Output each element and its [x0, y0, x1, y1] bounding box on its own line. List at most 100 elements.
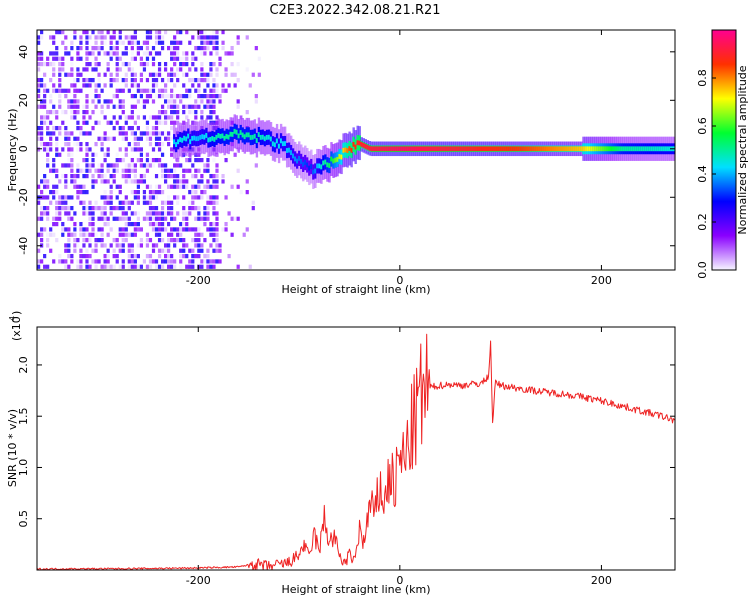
- spectrogram-noise-cell: [64, 35, 68, 40]
- spectrogram-noise-cell: [206, 104, 210, 109]
- colorbar-tick-label: 0.6: [696, 117, 709, 135]
- spectrogram-noise-cell: [206, 94, 210, 99]
- spectrogram-ridge-core: [195, 136, 198, 142]
- spectrogram-noise-cell: [79, 184, 83, 189]
- spectrogram-noise-cell: [176, 46, 180, 51]
- spectrogram-ridge-core: [251, 134, 255, 140]
- spectrogram-noise-cell: [167, 254, 171, 259]
- spectrogram-noise-cell: [124, 168, 128, 173]
- spectrogram-noise-cell: [185, 62, 189, 67]
- spectrogram-noise-cell: [85, 35, 89, 40]
- spectrogram-noise-cell: [40, 131, 44, 136]
- spectrogram-noise-cell: [130, 158, 134, 163]
- spectrogram-noise-cell: [85, 104, 89, 109]
- spectrogram-ridge-core: [451, 146, 454, 152]
- spectrogram-noise-cell: [160, 94, 165, 99]
- spectrogram-noise-cell: [151, 131, 156, 136]
- spectrogram-noise-cell: [64, 211, 68, 216]
- spectrogram-noise-cell: [109, 120, 113, 125]
- spectrogram-noise-cell: [103, 72, 107, 77]
- spectrogram-noise-cell: [163, 131, 168, 136]
- spectrogram-noise-cell: [52, 88, 56, 93]
- spectrogram-noise-cell: [136, 115, 140, 120]
- spectrogram-noise-cell: [212, 46, 216, 51]
- spectrogram-noise-cell: [151, 195, 156, 200]
- spectrogram-noise-cell: [85, 147, 89, 152]
- spectrogram-noise-cell: [106, 147, 110, 152]
- spectrogram-noise-cell: [124, 120, 128, 125]
- spectrogram-noise-cell: [85, 62, 89, 67]
- spectrogram-noise-cell: [203, 184, 207, 189]
- spectrogram-noise-cell: [49, 248, 53, 253]
- spectrogram-noise-cell: [157, 147, 162, 152]
- spectrogram-noise-cell: [124, 232, 128, 237]
- spectrogram-noise-cell: [157, 163, 162, 168]
- spectrogram-noise-cell: [91, 206, 95, 211]
- spectrogram-noise-cell: [49, 168, 53, 173]
- spectrogram-noise-cell: [185, 179, 189, 184]
- spectrogram-noise-cell: [133, 232, 137, 237]
- spectrogram-ridge-core: [342, 147, 345, 153]
- spectrogram-noise-cell: [124, 62, 128, 67]
- spectrogram-noise-cell: [142, 259, 147, 264]
- spectrogram-noise-cell: [103, 264, 107, 269]
- spectrogram-noise-cell: [130, 56, 134, 61]
- spectrogram-noise-cell: [170, 120, 174, 125]
- spectrogram-noise-cell: [167, 168, 171, 173]
- spectrogram-ridge-core: [527, 146, 531, 152]
- spectrogram-noise-cell: [97, 120, 101, 125]
- spectrogram-noise-cell: [179, 264, 183, 269]
- spectrogram-ridge-core: [568, 146, 571, 152]
- spectrogram-noise-cell: [127, 115, 131, 120]
- spectrogram-noise-cell: [163, 248, 168, 253]
- spectrogram-noise-cell: [160, 46, 165, 51]
- spectrogram-ridge-core: [322, 160, 325, 166]
- spectrogram-noise-cell: [46, 142, 50, 147]
- spectrogram-noise-cell: [133, 83, 137, 88]
- spectrogram-noise-cell: [179, 259, 183, 264]
- spectrogram-noise-cell: [106, 200, 110, 205]
- spectrogram-ridge-core: [477, 146, 480, 152]
- spectrogram-noise-cell: [215, 46, 219, 51]
- spectrogram-ridge-core: [537, 146, 541, 152]
- spectrogram-noise-cell: [94, 259, 98, 264]
- spectrogram-noise-cell: [191, 184, 195, 189]
- spectrogram-ridge-core: [533, 146, 537, 152]
- spectrogram-noise-cell: [82, 115, 86, 120]
- spectrogram-noise-cell: [124, 206, 128, 211]
- spectrogram-noise-cell: [154, 94, 159, 99]
- spectrogram-noise-cell: [151, 248, 156, 253]
- spectrogram-noise-cell: [200, 30, 204, 35]
- spectrogram-noise-cell: [160, 88, 165, 93]
- spectrogram-noise-cell: [58, 78, 62, 83]
- spectrogram-noise-cell: [46, 179, 50, 184]
- spectrogram-noise-cell: [79, 259, 83, 264]
- spectrogram-noise-cell: [55, 206, 59, 211]
- spectrogram-ridge-core: [483, 146, 486, 152]
- spectrogram-noise-cell: [112, 46, 116, 51]
- spectrogram-noise-cell: [170, 259, 174, 264]
- x-tick-label: -200: [186, 574, 211, 587]
- spectrogram-noise-cell: [185, 184, 189, 189]
- spectrogram-noise-cell: [46, 147, 50, 152]
- spectrogram-ridge-core: [318, 163, 321, 169]
- spectrogram-noise-cell: [139, 264, 144, 269]
- spectrogram-noise-cell: [82, 83, 86, 88]
- spectrogram-noise-cell: [46, 163, 50, 168]
- spectrogram-noise-cell: [91, 174, 95, 179]
- spectrogram-noise-cell: [46, 216, 50, 221]
- spectrogram-noise-cell: [194, 99, 198, 104]
- spectrogram-noise-cell: [127, 40, 131, 45]
- spectrogram-noise-cell: [130, 78, 134, 83]
- spectrogram-noise-cell: [224, 67, 228, 72]
- spectrogram-noise-cell: [206, 115, 210, 120]
- spectrogram-noise-cell: [118, 243, 122, 248]
- spectrogram-noise-cell: [43, 206, 47, 211]
- spectrogram-noise-cell: [61, 62, 65, 67]
- spectrogram-noise-cell: [133, 94, 137, 99]
- spectrogram-noise-cell: [148, 259, 153, 264]
- spectrogram-noise-cell: [182, 206, 186, 211]
- spectrogram-ridge-core: [574, 146, 577, 152]
- spectrogram-noise-cell: [227, 211, 231, 216]
- spectrogram-noise-cell: [64, 142, 68, 147]
